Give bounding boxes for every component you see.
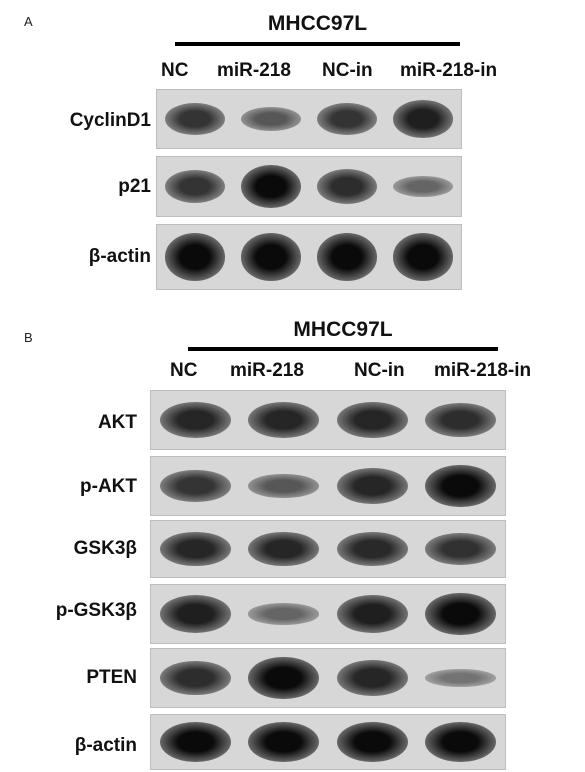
blot-band [425,669,497,687]
blot-strip [150,714,506,770]
blot-band [425,464,497,508]
blot-band [316,102,378,136]
blot-band [159,722,231,762]
blot-band [336,467,408,505]
blot-band [248,531,320,567]
cell-line-bar [188,347,498,351]
blot-band [240,233,302,281]
panel-letter: B [24,330,33,345]
blot-band [240,106,302,132]
blot-band [392,233,454,281]
blot-band [336,531,408,567]
protein-label: p-AKT [80,476,137,497]
blot-band [392,100,454,138]
blot-band [425,592,497,636]
blot-band [159,595,231,633]
blot-band [164,233,226,281]
protein-label: CyclinD1 [69,110,151,131]
blot-band [336,595,408,633]
blot-strip [150,648,506,708]
blot-band [159,531,231,567]
blot-band [316,233,378,281]
blot-band [425,532,497,566]
blot-band [248,473,320,499]
blot-band [425,402,497,438]
lane-label: NC-in [354,360,405,381]
protein-label: p21 [118,176,151,197]
lane-label: miR-218-in [400,60,498,81]
cell-line-bar [175,42,460,46]
panel-letter: A [24,14,33,29]
protein-label: AKT [97,412,137,433]
cell-line-label: MHCC97L [293,318,393,341]
protein-label: p-GSK3β [55,600,137,621]
blot-band [316,168,378,205]
blot-strip [150,390,506,450]
protein-label: GSK3β [73,538,137,559]
blot-strip [156,156,462,217]
blot-band [240,164,302,209]
blot-strip [150,584,506,644]
blot-band [336,659,408,697]
lane-label: miR-218 [217,60,291,81]
lane-label: NC [161,60,189,81]
lane-label: miR-218 [230,360,304,381]
lane-label: miR-218-in [434,360,532,381]
blot-band [336,401,408,439]
blot-band [159,469,231,503]
blot-strip [156,224,462,290]
blot-band [159,660,231,696]
blot-band [164,169,226,204]
blot-strip [150,520,506,578]
blot-band [248,656,320,700]
blot-band [164,102,226,136]
lane-label: NC-in [322,60,373,81]
protein-label: β-actin [74,735,137,756]
blot-band [159,401,231,439]
protein-label: PTEN [86,667,137,688]
blot-band [248,603,320,625]
blot-band [425,722,497,762]
blot-band [248,401,320,439]
blot-band [248,722,320,762]
blot-band [336,722,408,762]
blot-strip [150,456,506,516]
blot-strip [156,89,462,149]
protein-label: β-actin [88,246,151,267]
lane-label: NC [170,360,198,381]
blot-band [392,175,454,198]
cell-line-label: MHCC97L [267,12,368,35]
